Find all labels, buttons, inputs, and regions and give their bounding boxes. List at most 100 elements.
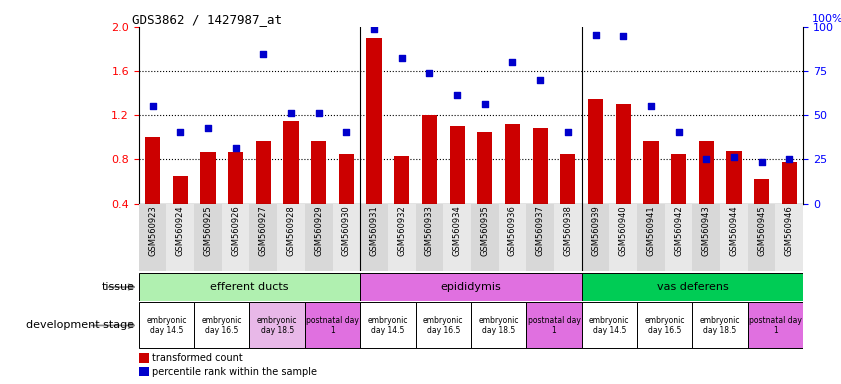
Text: postnatal day
1: postnatal day 1 [749, 316, 802, 335]
Text: GSM560939: GSM560939 [591, 205, 600, 256]
Bar [339, 154, 354, 248]
Text: GSM560934: GSM560934 [452, 205, 462, 256]
Bar [699, 141, 714, 248]
Text: GSM560942: GSM560942 [674, 205, 683, 256]
Bar [643, 141, 659, 248]
Bar [167, 204, 194, 271]
Point [727, 154, 741, 160]
Text: postnatal day
1: postnatal day 1 [527, 316, 580, 335]
Text: GSM560937: GSM560937 [536, 205, 545, 257]
Bar [367, 38, 382, 248]
Text: vas deferens: vas deferens [657, 282, 728, 292]
Text: GSM560931: GSM560931 [369, 205, 378, 256]
Point [423, 70, 436, 76]
Text: embryonic
day 16.5: embryonic day 16.5 [202, 316, 242, 335]
Bar [422, 115, 437, 248]
Point [368, 26, 381, 32]
Text: GSM560943: GSM560943 [701, 205, 711, 256]
Bar [775, 204, 803, 271]
Bar [748, 303, 803, 349]
Bar [415, 303, 471, 349]
Bar [394, 156, 410, 248]
Bar [332, 204, 360, 271]
Bar [250, 303, 304, 349]
Text: GSM560930: GSM560930 [342, 205, 351, 256]
Text: embryonic
day 18.5: embryonic day 18.5 [257, 316, 298, 335]
Bar [360, 204, 388, 271]
Text: GSM560936: GSM560936 [508, 205, 517, 257]
Text: GSM560926: GSM560926 [231, 205, 241, 256]
Text: embryonic
day 16.5: embryonic day 16.5 [423, 316, 463, 335]
Point [340, 129, 353, 135]
Bar [781, 162, 797, 248]
Text: GSM560941: GSM560941 [647, 205, 655, 256]
Bar [311, 141, 326, 248]
Point [451, 92, 464, 98]
Bar [499, 204, 526, 271]
Text: GSM560935: GSM560935 [480, 205, 489, 256]
Bar [610, 204, 637, 271]
Text: percentile rank within the sample: percentile rank within the sample [152, 367, 317, 377]
Point [478, 101, 491, 107]
Bar [443, 204, 471, 271]
Text: tissue: tissue [102, 282, 135, 292]
Bar [139, 303, 194, 349]
Bar [554, 204, 582, 271]
Bar [637, 303, 692, 349]
Point [616, 33, 630, 39]
Bar [304, 303, 360, 349]
Bar [222, 204, 250, 271]
Text: epididymis: epididymis [441, 282, 501, 292]
Point [312, 110, 325, 116]
Text: GSM560933: GSM560933 [425, 205, 434, 257]
Bar [671, 154, 686, 248]
Bar [637, 204, 664, 271]
Text: transformed count: transformed count [152, 353, 243, 363]
Point [173, 129, 187, 135]
Bar [283, 121, 299, 248]
Text: GSM560929: GSM560929 [315, 205, 323, 256]
Text: GSM560928: GSM560928 [287, 205, 295, 256]
Point [589, 31, 602, 38]
Point [284, 110, 298, 116]
Bar [256, 141, 271, 248]
Bar [505, 124, 520, 248]
Bar [477, 132, 493, 248]
Text: embryonic
day 14.5: embryonic day 14.5 [368, 316, 408, 335]
Bar [304, 204, 332, 271]
Point [672, 129, 685, 135]
Bar [139, 273, 360, 301]
Bar [145, 137, 161, 248]
Text: GSM560944: GSM560944 [729, 205, 738, 256]
Text: GSM560932: GSM560932 [397, 205, 406, 256]
Text: GSM560945: GSM560945 [757, 205, 766, 256]
Bar [471, 303, 526, 349]
Text: embryonic
day 18.5: embryonic day 18.5 [700, 316, 740, 335]
Point [561, 129, 574, 135]
Bar [526, 303, 582, 349]
Point [229, 145, 242, 151]
Bar [692, 204, 720, 271]
Text: GSM560946: GSM560946 [785, 205, 794, 256]
Bar [278, 204, 304, 271]
Bar [139, 204, 167, 271]
Bar [748, 204, 775, 271]
Bar [692, 303, 748, 349]
Text: postnatal day
1: postnatal day 1 [306, 316, 359, 335]
Bar [228, 152, 243, 248]
Text: development stage: development stage [26, 320, 135, 331]
Bar [582, 303, 637, 349]
Point [755, 159, 769, 165]
Bar [388, 204, 415, 271]
Point [700, 156, 713, 162]
Bar [526, 204, 554, 271]
Bar [360, 303, 415, 349]
Text: GDS3862 / 1427987_at: GDS3862 / 1427987_at [132, 13, 282, 26]
Point [395, 55, 409, 61]
Text: 100%: 100% [812, 14, 841, 24]
Point [783, 156, 796, 162]
Point [257, 51, 270, 58]
Bar [560, 154, 575, 248]
Bar [754, 179, 770, 248]
Bar [616, 104, 631, 248]
